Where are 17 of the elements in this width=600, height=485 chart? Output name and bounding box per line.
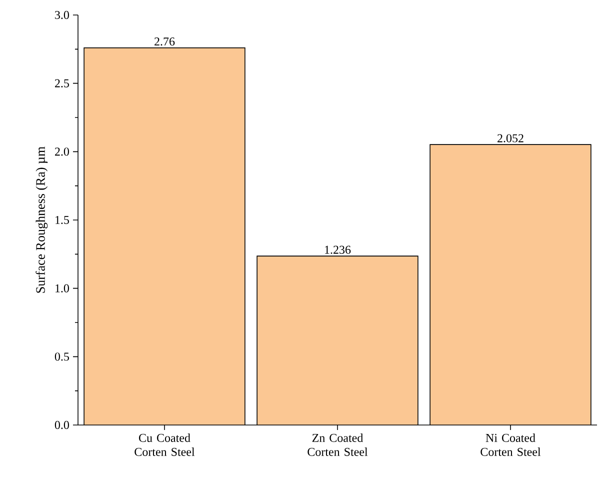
data-label: 1.236	[325, 246, 351, 254]
y-tick-label: 1.5	[56, 216, 70, 224]
x-tick-label: Zn Coated Corten Steel	[308, 434, 368, 456]
y-tick-label: 2.5	[55, 79, 70, 88]
x-tick-label: Ni Coated Corten Steel	[480, 434, 541, 456]
y-tick-label: 0.5	[54, 352, 70, 361]
bar	[430, 144, 592, 425]
bar	[257, 256, 418, 425]
y-tick-label: 3.0	[55, 10, 70, 20]
data-label: 2.052	[498, 134, 524, 142]
data-label: 2.76	[154, 37, 175, 46]
x-tick-label: Cu Coated Corten Steel	[134, 434, 195, 456]
y-tick-label: 2.0	[55, 148, 70, 156]
y-axis-title: Surface Roughness (Ra) µm	[36, 146, 48, 293]
y-tick-label: 0.0	[54, 420, 70, 430]
bar	[84, 48, 245, 425]
y-tick-label: 1.0	[56, 284, 70, 292]
